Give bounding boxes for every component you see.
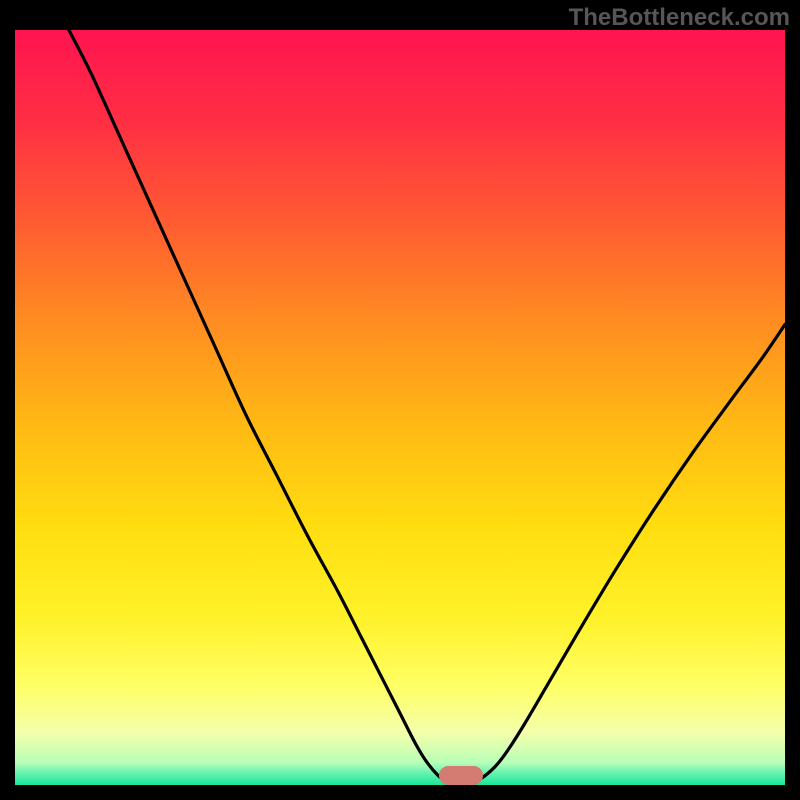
chart-frame: TheBottleneck.com [0,0,800,800]
attribution-label: TheBottleneck.com [569,4,790,32]
plot-area [15,30,785,785]
optimal-marker [439,766,483,785]
bottleneck-curve [15,30,785,785]
